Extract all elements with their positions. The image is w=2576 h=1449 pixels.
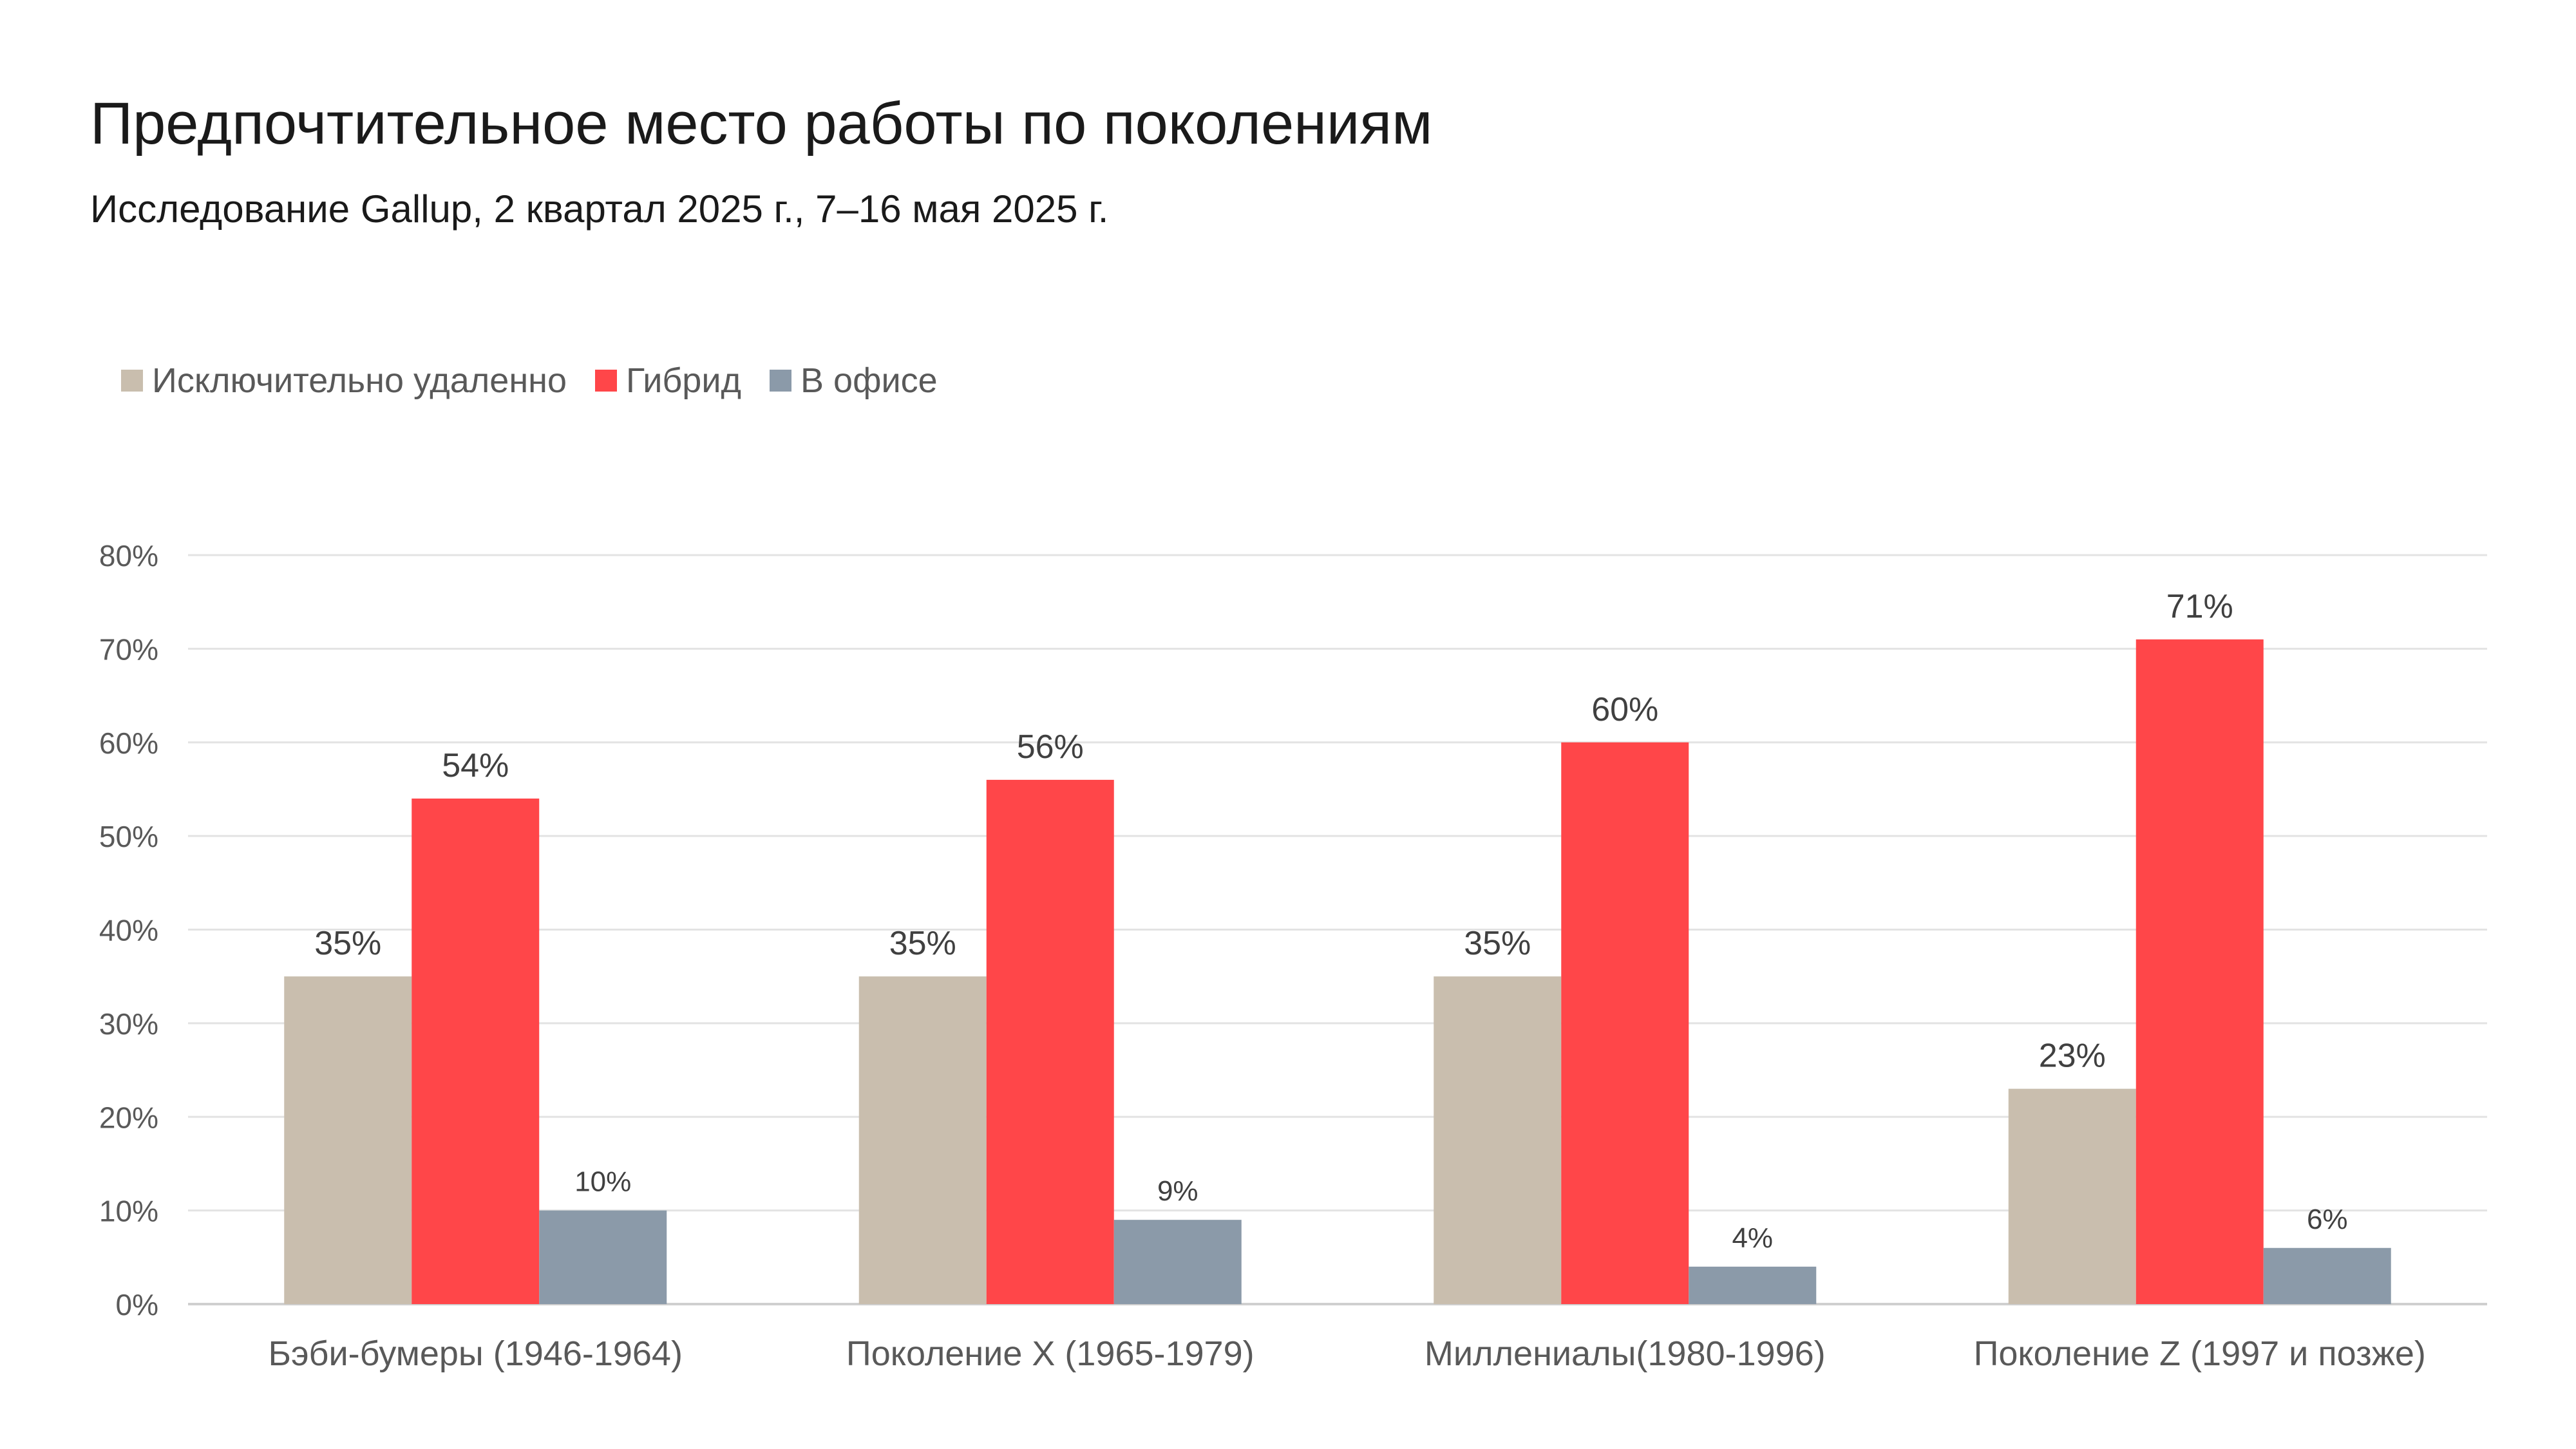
data-label: 6% bbox=[2307, 1204, 2348, 1235]
data-label: 35% bbox=[1464, 925, 1531, 962]
data-label: 56% bbox=[1017, 728, 1084, 766]
y-tick-label: 40% bbox=[99, 914, 158, 947]
bar bbox=[858, 976, 987, 1304]
y-tick-label: 20% bbox=[99, 1101, 158, 1134]
legend-label-office: В офисе bbox=[800, 361, 938, 400]
legend-item-office: В офисе bbox=[770, 361, 938, 401]
data-label: 71% bbox=[2166, 588, 2233, 625]
y-tick-label: 0% bbox=[116, 1288, 158, 1321]
bar bbox=[539, 1210, 667, 1304]
y-tick-label: 10% bbox=[99, 1195, 158, 1228]
bar bbox=[1434, 976, 1562, 1304]
data-label: 35% bbox=[889, 925, 956, 962]
legend-label-remote: Исключительно удаленно bbox=[152, 361, 567, 400]
legend-swatch-office bbox=[770, 370, 792, 392]
y-tick-label: 50% bbox=[99, 820, 158, 853]
x-tick-label: Поколение Z (1997 и позже) bbox=[1974, 1334, 2426, 1373]
data-label: 60% bbox=[1591, 691, 1658, 728]
bar bbox=[1113, 1220, 1242, 1304]
chart-legend: Исключительно удаленно Гибрид В офисе bbox=[121, 361, 938, 401]
bar bbox=[986, 779, 1114, 1304]
legend-item-hybrid: Гибрид bbox=[595, 361, 741, 401]
bar bbox=[2008, 1088, 2136, 1304]
data-label: 4% bbox=[1732, 1222, 1773, 1254]
data-label: 54% bbox=[442, 747, 509, 784]
y-tick-label: 60% bbox=[99, 726, 158, 760]
bar bbox=[1561, 742, 1689, 1304]
x-tick-label: Миллениалы(1980-1996) bbox=[1425, 1334, 1826, 1373]
legend-item-remote: Исключительно удаленно bbox=[121, 361, 567, 401]
y-tick-label: 30% bbox=[99, 1007, 158, 1041]
data-label: 35% bbox=[314, 925, 381, 962]
legend-swatch-hybrid bbox=[595, 370, 617, 392]
x-tick-label: Поколение X (1965-1979) bbox=[846, 1334, 1255, 1373]
bar bbox=[412, 798, 540, 1304]
bar bbox=[2263, 1247, 2391, 1304]
legend-swatch-remote bbox=[121, 370, 143, 392]
data-label: 10% bbox=[574, 1166, 631, 1198]
x-tick-label: Бэби-бумеры (1946-1964) bbox=[269, 1334, 683, 1373]
bar bbox=[2136, 639, 2264, 1304]
data-label: 23% bbox=[2039, 1037, 2106, 1075]
bar bbox=[1689, 1266, 1817, 1304]
data-label: 9% bbox=[1157, 1175, 1198, 1207]
chart-title: Предпочтительное место работы по поколен… bbox=[90, 91, 1433, 156]
legend-label-hybrid: Гибрид bbox=[626, 361, 742, 400]
y-tick-label: 80% bbox=[99, 539, 158, 573]
y-tick-label: 70% bbox=[99, 632, 158, 666]
bar bbox=[284, 976, 412, 1304]
chart-subtitle: Исследование Gallup, 2 квартал 2025 г., … bbox=[90, 187, 1109, 231]
